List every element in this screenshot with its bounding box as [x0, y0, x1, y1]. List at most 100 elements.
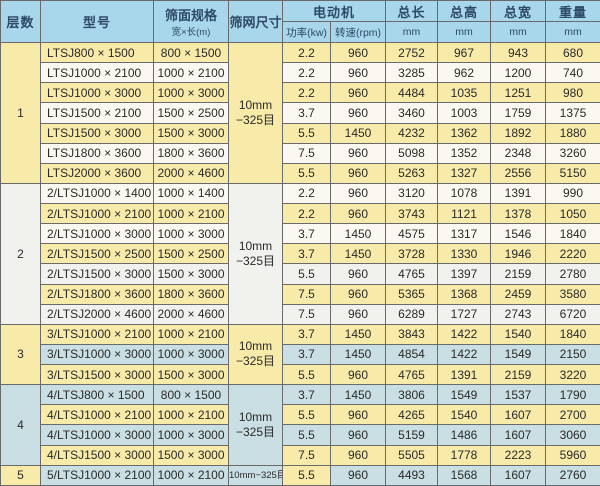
header-power: 功率(kw)	[282, 21, 331, 43]
length-cell: 3728	[385, 243, 439, 265]
speed-cell: 960	[329, 202, 387, 225]
power-cell: 3.7	[282, 223, 331, 245]
mesh-size-text: 10mm	[238, 339, 273, 354]
weight-cell: 6720	[545, 303, 600, 325]
model-cell: 2/LTSJ1800 × 3600	[40, 283, 154, 305]
weight-cell: 2220	[545, 243, 600, 265]
model-cell: LTSJ2000 × 3600	[40, 162, 154, 184]
length-cell: 4765	[385, 263, 439, 285]
power-cell: 3.7	[282, 243, 331, 265]
weight-cell: 1880	[545, 122, 600, 144]
screen-spec-cell: 2000 × 4600	[153, 303, 229, 325]
weight-cell: 2700	[545, 404, 600, 426]
width-cell: 943	[490, 41, 547, 64]
layer-cell: 4	[0, 384, 41, 466]
model-cell: 4/LTSJ1500 × 3000	[40, 444, 154, 466]
width-cell: 1607	[490, 424, 547, 446]
model-cell: LTSJ800 × 1500	[40, 41, 154, 64]
height-cell: 1368	[437, 283, 492, 305]
speed-cell: 960	[329, 263, 387, 285]
speed-cell: 1450	[329, 384, 387, 406]
height-cell: 967	[437, 41, 492, 64]
power-cell: 3.7	[282, 102, 331, 124]
length-cell: 4265	[385, 404, 439, 426]
table-row: 4/LTSJ1000 × 3000 1000 × 3000 5.5 960 5159 14…	[1, 424, 600, 446]
header-motor: 电动机	[281, 0, 387, 22]
layer-cell: 3	[0, 323, 41, 386]
power-cell: 5.5	[282, 162, 331, 184]
weight-cell: 3220	[545, 363, 600, 386]
model-cell: 2/LTSJ2000 × 4600	[40, 303, 154, 325]
header-screen-spec: 筛面规格 宽×长(m)	[153, 0, 229, 43]
width-cell: 2223	[490, 444, 547, 466]
power-cell: 5.5	[282, 424, 331, 446]
weight-cell: 2760	[545, 464, 600, 486]
speed-cell: 1450	[329, 243, 387, 265]
mesh-size-cell: 10mm−325目	[228, 464, 283, 486]
mesh-size-text: 10mm	[238, 409, 273, 424]
weight-cell: 5150	[545, 162, 600, 184]
table-row: 5 5/LTSJ1000 × 2100 1000 × 2100 10mm−325目 5.…	[0, 464, 600, 486]
height-cell: 1540	[437, 404, 492, 426]
length-cell: 3806	[385, 384, 439, 406]
screen-spec-cell: 1000 × 3000	[153, 223, 229, 245]
power-cell: 7.5	[282, 142, 331, 164]
model-cell: LTSJ1500 × 3000	[40, 122, 154, 144]
screen-spec-cell: 1000 × 3000	[153, 343, 229, 366]
model-cell: 3/LTSJ1000 × 3000	[40, 343, 154, 366]
height-cell: 1330	[437, 243, 492, 265]
width-cell: 1537	[490, 384, 547, 406]
table-row: 2/LTSJ2000 × 4600 2000 × 4600 7.5 960 6289 17…	[1, 303, 600, 325]
screen-spec-cell: 800 × 1500	[153, 384, 229, 406]
width-cell: 1892	[490, 122, 547, 144]
length-cell: 4484	[385, 82, 439, 104]
header-layers: 层数	[0, 0, 41, 43]
model-cell: 4/LTSJ1000 × 3000	[40, 424, 154, 446]
header-speed: 转速(rpm)	[329, 21, 387, 43]
table-row: 2/LTSJ1000 × 2100 1000 × 2100 2.2 960 3743 11…	[1, 202, 600, 225]
table-row: LTSJ1500 × 3000 1500 × 3000 5.5 1450 4232 136…	[1, 122, 600, 144]
model-cell: 3/LTSJ1000 × 2100	[40, 323, 154, 345]
table-row: 3/LTSJ1500 × 3000 1500 × 3000 5.5 960 4765 13…	[1, 363, 600, 386]
model-cell: 2/LTSJ1000 × 3000	[40, 223, 154, 245]
table-row: LTSJ1500 × 2100 1500 × 2500 3.7 960 3460 1003…	[1, 102, 600, 124]
height-cell: 1727	[437, 303, 492, 325]
length-cell: 5263	[385, 162, 439, 184]
header-weight-unit: mm	[545, 21, 600, 43]
screen-spec-cell: 1500 × 3000	[153, 263, 229, 285]
width-cell: 1391	[490, 182, 547, 205]
length-cell: 5098	[385, 142, 439, 164]
width-cell: 1607	[490, 464, 547, 486]
speed-cell: 960	[329, 444, 387, 466]
speed-cell: 960	[329, 62, 387, 84]
weight-cell: 3580	[545, 283, 600, 305]
header-length: 总长	[385, 0, 439, 22]
width-cell: 2743	[490, 303, 547, 325]
header-height-unit: mm	[437, 21, 492, 43]
power-cell: 2.2	[282, 82, 331, 104]
weight-cell: 1790	[545, 384, 600, 406]
weight-cell: 3060	[545, 424, 600, 446]
weight-cell: 1840	[545, 223, 600, 245]
model-cell: 2/LTSJ1000 × 1400	[40, 182, 154, 205]
length-cell: 6289	[385, 303, 439, 325]
length-cell: 5505	[385, 444, 439, 466]
length-cell: 4575	[385, 223, 439, 245]
screen-spec-cell: 1000 × 2100	[153, 464, 229, 486]
header-mesh: 筛网尺寸	[228, 0, 283, 43]
length-cell: 2752	[385, 41, 439, 64]
length-cell: 4765	[385, 363, 439, 386]
table-row: 4 4/LTSJ800 × 1500 800 × 1500 10mm −325目 3.7 1…	[0, 384, 600, 466]
weight-cell: 740	[545, 62, 600, 84]
table-row: 3 3/LTSJ1000 × 2100 1000 × 2100 10mm −325目 3.…	[0, 323, 600, 386]
power-cell: 5.5	[282, 363, 331, 386]
screen-spec-cell: 1500 × 3000	[153, 444, 229, 466]
speed-cell: 1450	[329, 122, 387, 144]
screen-spec-cell: 1800 × 3600	[153, 283, 229, 305]
height-cell: 1035	[437, 82, 492, 104]
table-body: 1 LTSJ800 × 1500 800 × 1500 10mm −325目 2.2 960…	[0, 41, 600, 486]
length-cell: 3743	[385, 202, 439, 225]
table-row: 2/LTSJ1500 × 3000 1500 × 3000 5.5 960 4765 13…	[1, 263, 600, 285]
power-cell: 7.5	[282, 444, 331, 466]
mesh-size-text: 10mm−325目	[229, 469, 283, 481]
